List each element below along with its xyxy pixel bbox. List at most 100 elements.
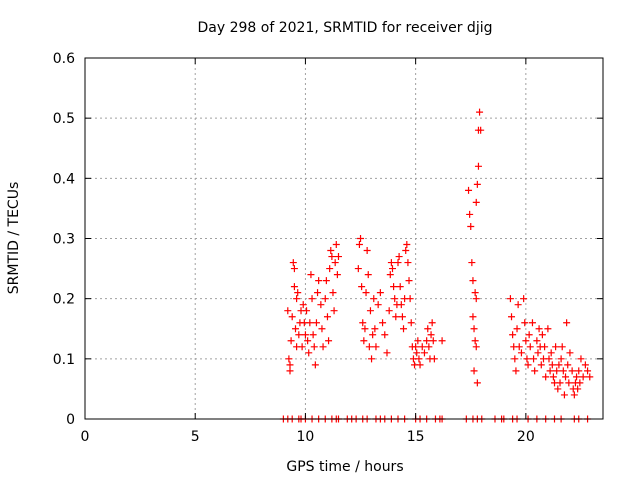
data-point [383, 349, 391, 357]
data-point [560, 391, 568, 399]
data-point [531, 367, 539, 375]
data-point [428, 319, 436, 327]
data-point [398, 313, 406, 321]
data-point [556, 379, 564, 387]
data-point [535, 325, 543, 333]
data-point [325, 337, 333, 345]
data-point [514, 301, 522, 309]
data-point [555, 361, 563, 369]
data-point [533, 337, 541, 345]
data-point [391, 295, 399, 303]
data-point [424, 325, 432, 333]
data-point [574, 385, 582, 393]
data-point [568, 367, 576, 375]
data-point [385, 307, 393, 315]
data-point [522, 337, 530, 345]
data-point [468, 259, 476, 267]
data-point [546, 367, 554, 375]
data-point [526, 343, 534, 351]
data-point [286, 361, 294, 369]
data-point [509, 331, 517, 339]
data-point [474, 162, 482, 170]
data-point [293, 295, 301, 303]
data-point [558, 343, 566, 351]
data-point [477, 126, 485, 134]
data-point [359, 319, 367, 327]
data-point [423, 337, 431, 345]
data-point [315, 277, 323, 285]
data-point [309, 331, 317, 339]
data-point [371, 325, 379, 333]
data-point [355, 241, 363, 249]
data-point [564, 361, 572, 369]
data-point [387, 259, 395, 267]
data-point [520, 295, 528, 303]
data-series [279, 108, 594, 423]
data-point [381, 331, 389, 339]
data-point [577, 355, 585, 363]
data-point [326, 265, 334, 273]
data-point [541, 343, 549, 351]
data-point [314, 289, 322, 297]
data-point [584, 367, 592, 375]
data-point [554, 385, 562, 393]
data-point [570, 391, 578, 399]
data-point [331, 259, 339, 267]
data-point [321, 295, 329, 303]
data-point [581, 361, 589, 369]
y-tick-label: 0.1 [53, 352, 75, 368]
chart-title: Day 298 of 2021, SRMTID for receiver dji… [198, 20, 493, 36]
data-point [287, 337, 295, 345]
data-point [416, 361, 424, 369]
x-tick-label: 20 [517, 429, 535, 445]
data-point [534, 349, 542, 357]
data-point [397, 301, 405, 309]
data-point [559, 367, 567, 375]
data-point [376, 289, 384, 297]
data-point [466, 210, 474, 218]
data-point [508, 313, 516, 321]
data-point [328, 253, 336, 261]
data-point [299, 301, 307, 309]
data-point [290, 283, 298, 291]
data-point [303, 307, 311, 315]
data-point [372, 343, 380, 351]
data-point [360, 337, 368, 345]
data-point [311, 361, 319, 369]
data-point [379, 319, 387, 327]
data-point [420, 349, 428, 357]
data-point [357, 235, 365, 242]
data-point [523, 355, 531, 363]
data-point [402, 247, 410, 255]
data-point [407, 319, 415, 327]
data-point [538, 331, 546, 339]
data-point [370, 295, 378, 303]
data-point [471, 289, 479, 297]
data-point [512, 367, 520, 375]
data-point [467, 222, 475, 230]
data-point [552, 343, 560, 351]
data-point [301, 331, 309, 339]
data-point [358, 283, 366, 291]
data-point [544, 325, 552, 333]
data-point [366, 307, 374, 315]
data-point [369, 331, 377, 339]
data-point [537, 361, 545, 369]
data-point [368, 355, 376, 363]
data-point [286, 367, 294, 375]
data-point [295, 331, 303, 339]
data-point [403, 241, 411, 249]
data-point [557, 355, 565, 363]
data-point [513, 325, 521, 333]
data-point [365, 343, 373, 351]
data-point [472, 198, 480, 206]
data-point [517, 349, 525, 357]
data-point [362, 289, 370, 297]
y-tick-label: 0.5 [53, 111, 75, 127]
data-point [304, 337, 312, 345]
data-point [412, 343, 420, 351]
data-point [329, 289, 337, 297]
data-point [429, 337, 437, 345]
data-point [528, 319, 536, 327]
data-point [521, 319, 529, 327]
